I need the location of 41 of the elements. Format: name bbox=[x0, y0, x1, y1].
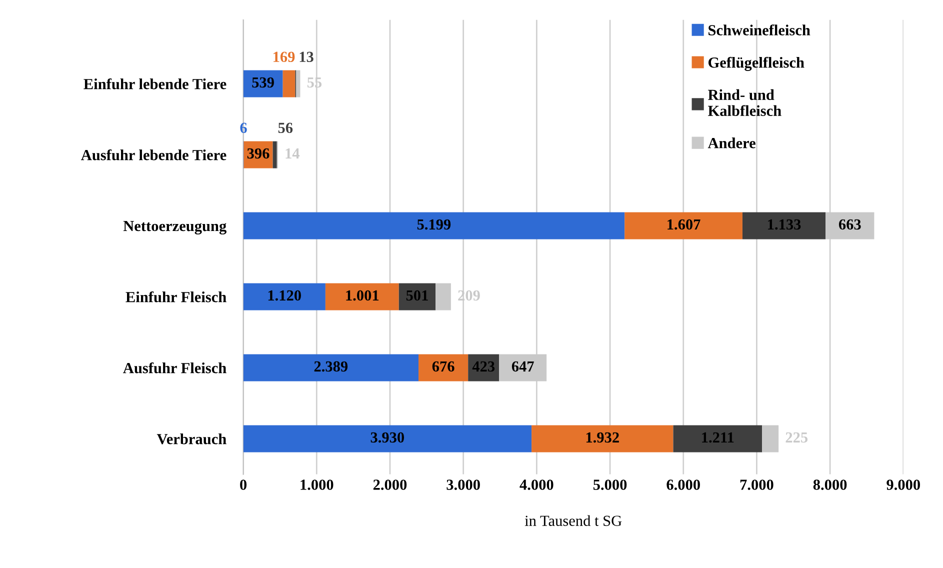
data-label: 501 bbox=[406, 290, 428, 301]
data-label: 5.199 bbox=[417, 219, 451, 230]
legend-label: Geflügelfleisch bbox=[708, 56, 804, 71]
y-tick-label: Ausfuhr lebende Tiere bbox=[81, 149, 226, 160]
x-tick-label: 7.000 bbox=[740, 480, 774, 490]
data-label: 1.932 bbox=[586, 432, 619, 443]
x-tick-label: 1.000 bbox=[300, 480, 334, 490]
data-label: 676 bbox=[432, 361, 454, 372]
y-tick-label: Nettoerzeugung bbox=[123, 221, 226, 234]
data-label: 647 bbox=[512, 361, 534, 372]
data-label: 2.389 bbox=[314, 361, 348, 372]
data-label: 539 bbox=[252, 77, 274, 88]
x-tick-label: 4.000 bbox=[520, 480, 554, 490]
legend-label: Rind- und Kalbfleisch bbox=[708, 89, 782, 116]
x-tick-label: 2.000 bbox=[373, 480, 407, 490]
x-tick-label: 6.000 bbox=[666, 480, 700, 490]
data-label: 6 bbox=[240, 122, 247, 134]
x-tick-label: 8.000 bbox=[813, 480, 847, 490]
legend-label: Andere bbox=[708, 138, 756, 148]
data-label: 1.133 bbox=[768, 219, 801, 230]
x-tick-label: 3.000 bbox=[446, 480, 480, 490]
data-label: 3.930 bbox=[370, 432, 404, 443]
data-label: 396 bbox=[247, 148, 270, 159]
x-tick-label: 5.000 bbox=[593, 480, 627, 490]
data-label: 663 bbox=[838, 219, 861, 230]
y-tick-label: Verbrauch bbox=[156, 433, 226, 444]
data-label: 1.001 bbox=[346, 290, 379, 301]
data-label: 13 bbox=[300, 52, 314, 62]
legend-label: Schweinefleisch bbox=[708, 24, 810, 36]
x-tick-label: 9.000 bbox=[886, 480, 920, 490]
y-tick-label: Ausfuhr Fleisch bbox=[123, 362, 226, 374]
x-axis-title: in Tausend t SG bbox=[524, 515, 622, 526]
y-tick-label: Einfuhr Fleisch bbox=[126, 291, 226, 302]
data-label: 169 bbox=[274, 52, 295, 62]
data-label: 1.607 bbox=[668, 219, 700, 230]
data-label: 423 bbox=[472, 361, 495, 372]
x-tick-label: 0 bbox=[240, 480, 247, 490]
data-label: 1.120 bbox=[268, 290, 301, 301]
data-label: 1.211 bbox=[702, 432, 734, 443]
data-label: 56 bbox=[278, 122, 293, 134]
y-tick-label: Einfuhr lebende Tiere bbox=[84, 78, 226, 90]
